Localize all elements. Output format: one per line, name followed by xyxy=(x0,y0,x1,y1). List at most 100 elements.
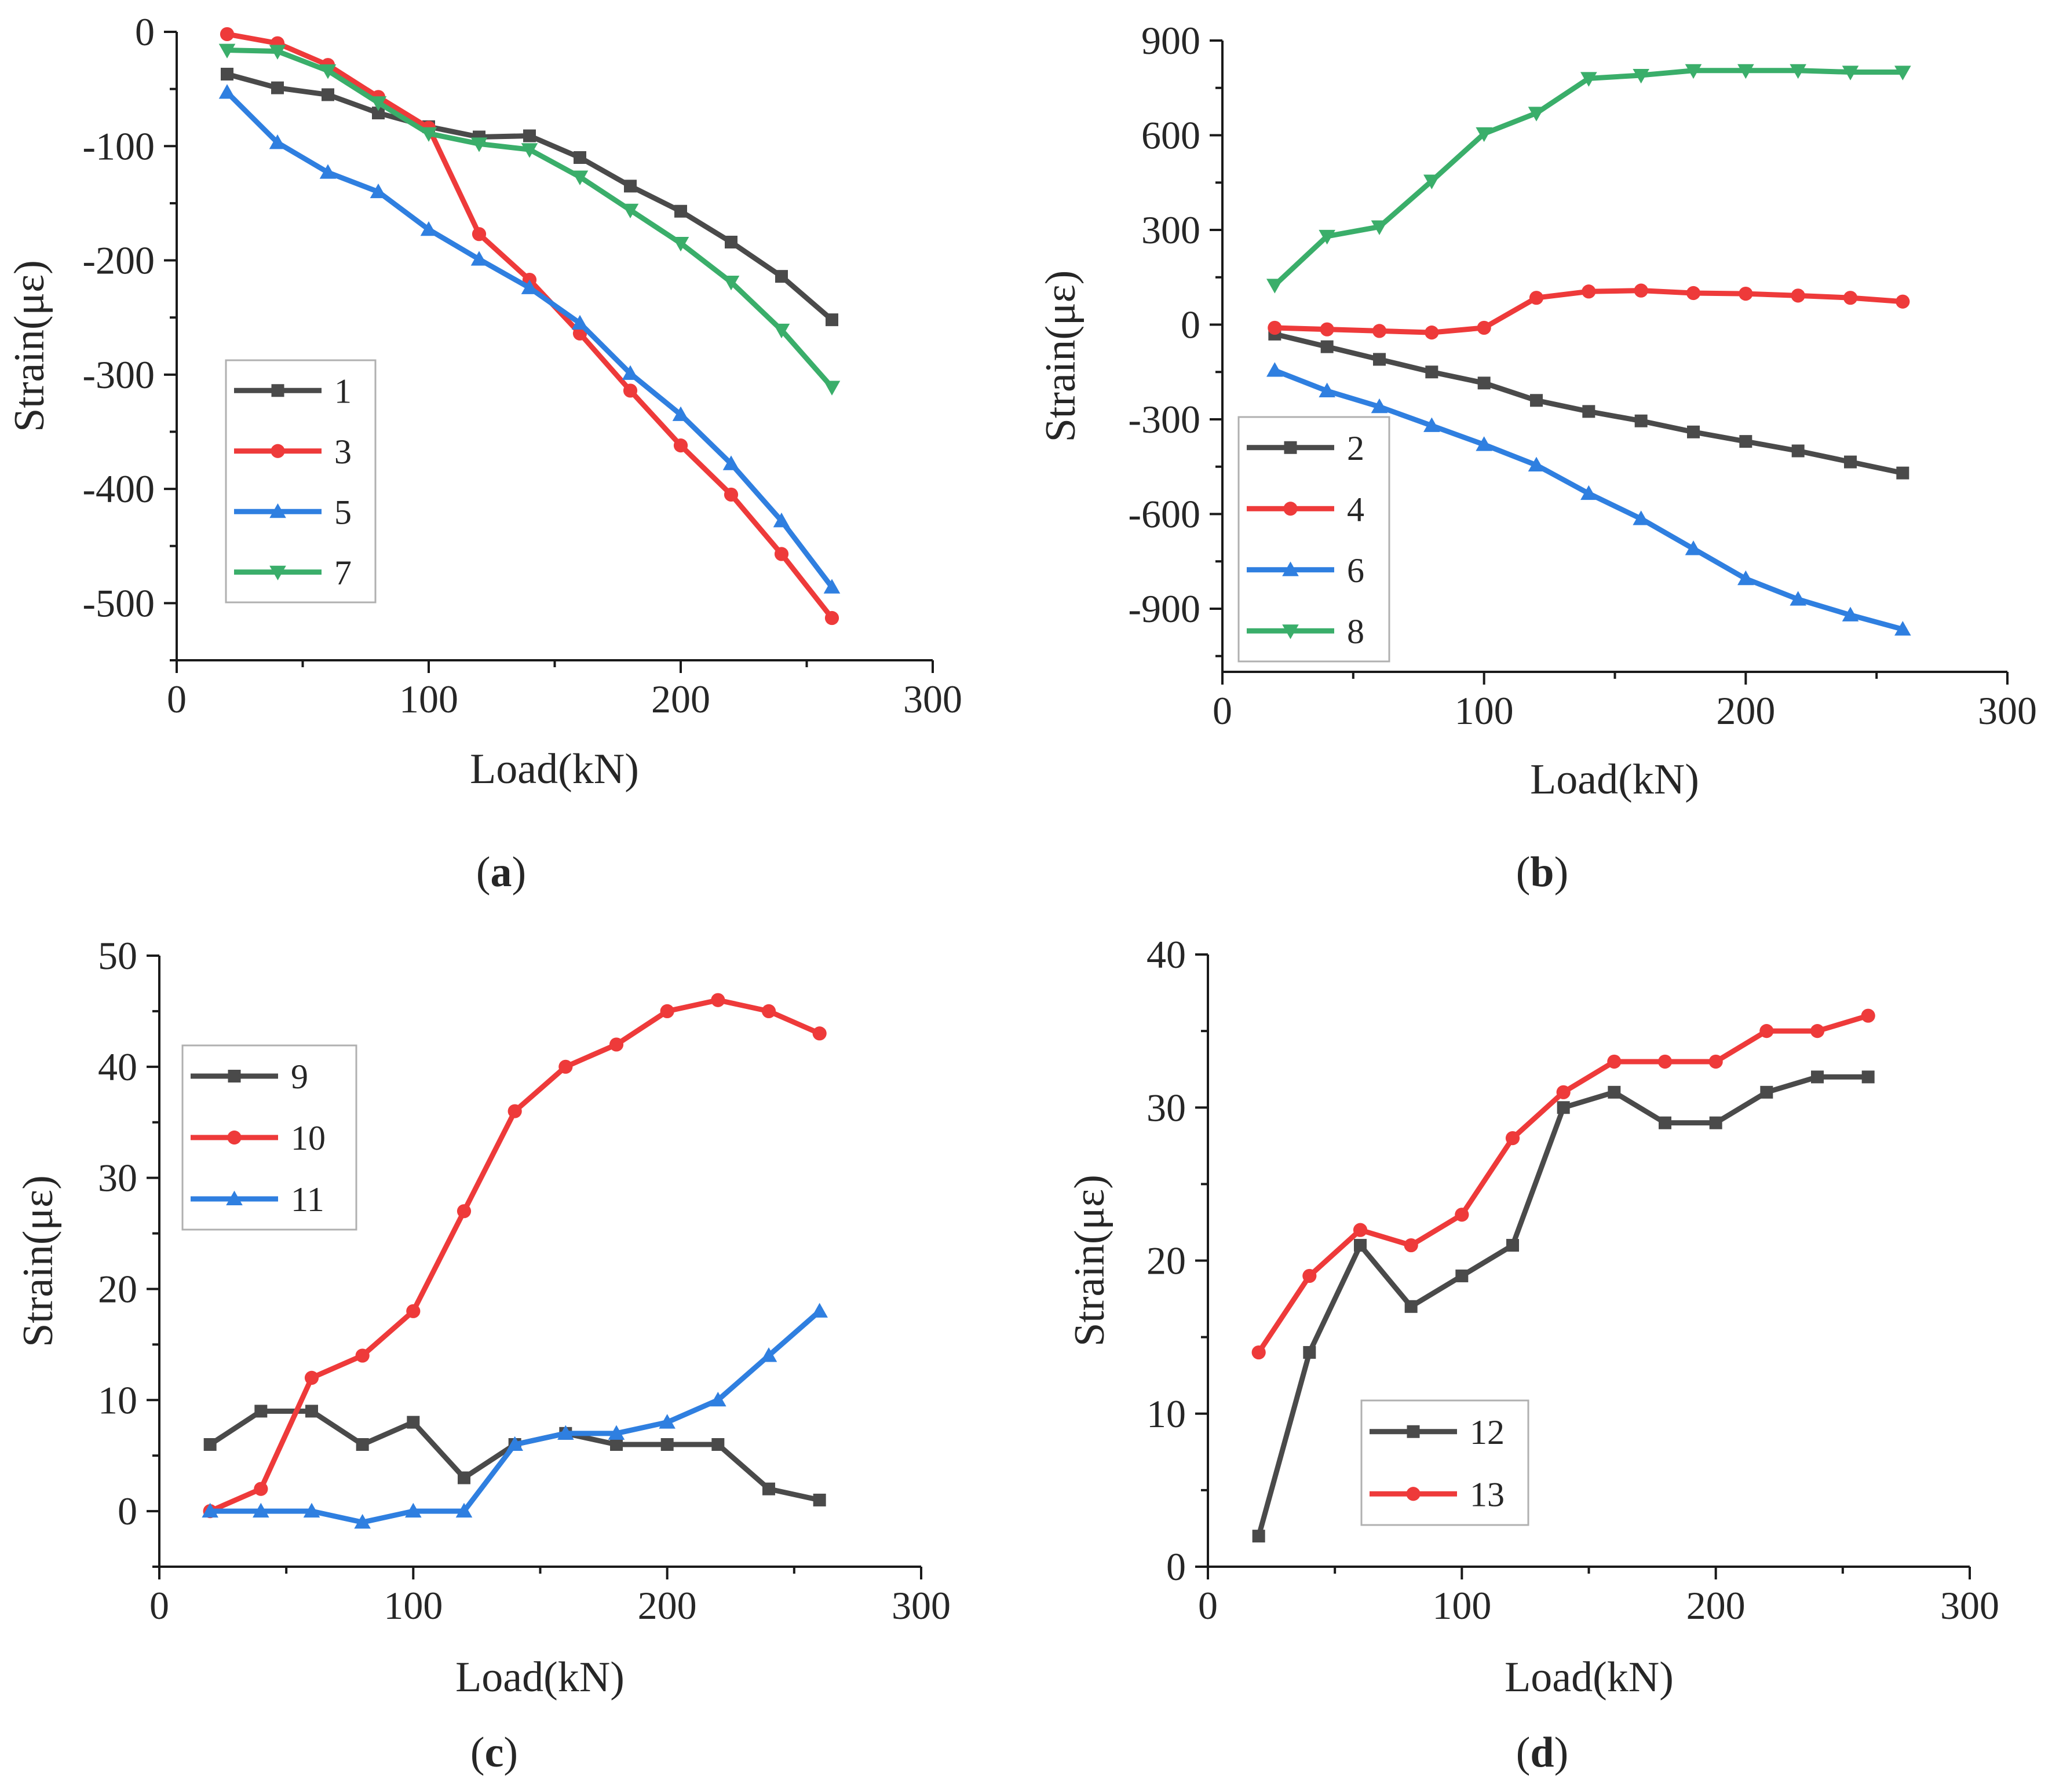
data-point-13 xyxy=(1251,1345,1266,1360)
data-point-6 xyxy=(1371,398,1388,414)
data-point-11 xyxy=(455,1502,473,1518)
data-point-3 xyxy=(824,610,839,626)
x-axis-title: Load(kN) xyxy=(470,745,639,793)
data-point-1 xyxy=(674,204,687,218)
data-point-2 xyxy=(1739,435,1752,448)
data-point-6 xyxy=(1476,436,1492,451)
data-point-13 xyxy=(1404,1238,1418,1253)
data-point-5 xyxy=(319,164,337,179)
panel-caption: (d) xyxy=(1516,1729,1568,1776)
legend-label-8: 8 xyxy=(1347,612,1364,650)
data-point-5 xyxy=(470,251,488,266)
x-tick-label: 100 xyxy=(399,677,458,721)
y-axis-title: Strain(με) xyxy=(14,1175,62,1347)
y-tick-label: 20 xyxy=(1147,1239,1186,1283)
series-6 xyxy=(1266,362,1911,636)
legend: 1 3 5 7 xyxy=(225,359,377,604)
series-line-11 xyxy=(210,1309,821,1525)
data-point-6 xyxy=(1266,362,1283,377)
data-point-12 xyxy=(1404,1300,1418,1313)
data-point-4 xyxy=(1372,324,1387,338)
data-point-12 xyxy=(1659,1116,1671,1129)
legend-marker-10 xyxy=(227,1130,242,1145)
data-point-5 xyxy=(218,84,236,99)
x-tick-label: 300 xyxy=(1978,689,2037,733)
data-point-13 xyxy=(1556,1085,1571,1099)
data-point-4 xyxy=(1739,286,1753,301)
data-point-8 xyxy=(1737,64,1754,79)
x-tick-label: 0 xyxy=(149,1583,169,1628)
x-tick-label: 100 xyxy=(1432,1583,1491,1628)
series-4 xyxy=(1268,283,1910,340)
data-point-11 xyxy=(253,1502,269,1518)
series-11 xyxy=(202,1303,828,1529)
data-point-1 xyxy=(574,151,586,164)
data-point-4 xyxy=(1843,291,1858,305)
data-point-4 xyxy=(1634,283,1648,298)
series-7 xyxy=(218,43,841,396)
legend-marker-8 xyxy=(1282,624,1299,639)
legend-label-10: 10 xyxy=(291,1119,326,1157)
data-point-5 xyxy=(823,579,841,594)
series-10 xyxy=(203,993,827,1519)
legend-label-11: 11 xyxy=(291,1180,324,1219)
data-point-13 xyxy=(1810,1024,1825,1038)
legend-marker-1 xyxy=(271,384,284,397)
data-point-11 xyxy=(659,1414,676,1429)
data-point-6 xyxy=(1423,417,1440,432)
panel-a: 0 100 200 300 0 -100 -200 -300 -400 -500 Load(kN) S… xyxy=(6,10,962,896)
data-point-10 xyxy=(304,1370,319,1385)
legend-box xyxy=(225,359,377,604)
legend: 9 10 11 xyxy=(181,1044,357,1231)
data-point-5 xyxy=(521,279,538,294)
data-point-10 xyxy=(761,1004,776,1019)
legend-marker-7 xyxy=(269,565,286,581)
data-point-13 xyxy=(1657,1054,1673,1069)
data-point-8 xyxy=(1842,65,1859,81)
x-tick-label: 300 xyxy=(903,677,962,721)
data-point-12 xyxy=(1303,1346,1316,1359)
data-point-9 xyxy=(407,1416,420,1429)
data-point-6 xyxy=(1842,606,1859,621)
data-point-3 xyxy=(673,438,688,453)
data-point-9 xyxy=(762,1482,775,1495)
data-point-8 xyxy=(1580,72,1597,87)
data-point-8 xyxy=(1266,279,1283,294)
data-point-11 xyxy=(760,1347,777,1362)
data-point-1 xyxy=(322,88,334,101)
data-point-11 xyxy=(710,1391,726,1407)
y-tick-label: 300 xyxy=(1141,208,1200,252)
x-axis-title: Load(kN) xyxy=(1505,1654,1674,1701)
data-point-10 xyxy=(507,1104,522,1118)
legend-label-7: 7 xyxy=(334,554,352,592)
legend-marker-11 xyxy=(226,1190,243,1205)
data-point-13 xyxy=(1708,1054,1723,1069)
data-point-12 xyxy=(1608,1085,1621,1099)
panel-caption: (c) xyxy=(470,1729,518,1776)
data-point-6 xyxy=(1790,591,1806,606)
data-point-12 xyxy=(1709,1116,1722,1129)
data-point-7 xyxy=(521,143,538,158)
data-point-6 xyxy=(1894,621,1911,636)
data-point-11 xyxy=(405,1502,422,1518)
data-point-1 xyxy=(725,235,737,248)
data-point-1 xyxy=(775,270,788,283)
y-axis-title: Strain(με) xyxy=(1066,1175,1113,1347)
series-5 xyxy=(218,84,841,594)
data-point-13 xyxy=(1353,1223,1368,1237)
data-point-10 xyxy=(355,1348,370,1363)
data-point-7 xyxy=(571,170,589,185)
data-point-2 xyxy=(1896,466,1909,480)
data-point-6 xyxy=(1685,540,1702,555)
y-tick-label: 10 xyxy=(98,1378,137,1422)
x-tick-label: 200 xyxy=(651,677,710,721)
data-point-12 xyxy=(1861,1070,1875,1084)
y-tick-label: 10 xyxy=(1147,1392,1186,1436)
y-tick-label: 0 xyxy=(1181,303,1200,347)
x-tick-label: 200 xyxy=(638,1583,697,1628)
data-point-7 xyxy=(218,43,236,58)
data-point-7 xyxy=(269,45,286,60)
data-point-11 xyxy=(608,1425,625,1440)
y-tick-label: -300 xyxy=(82,353,155,397)
data-point-8 xyxy=(1423,174,1440,189)
